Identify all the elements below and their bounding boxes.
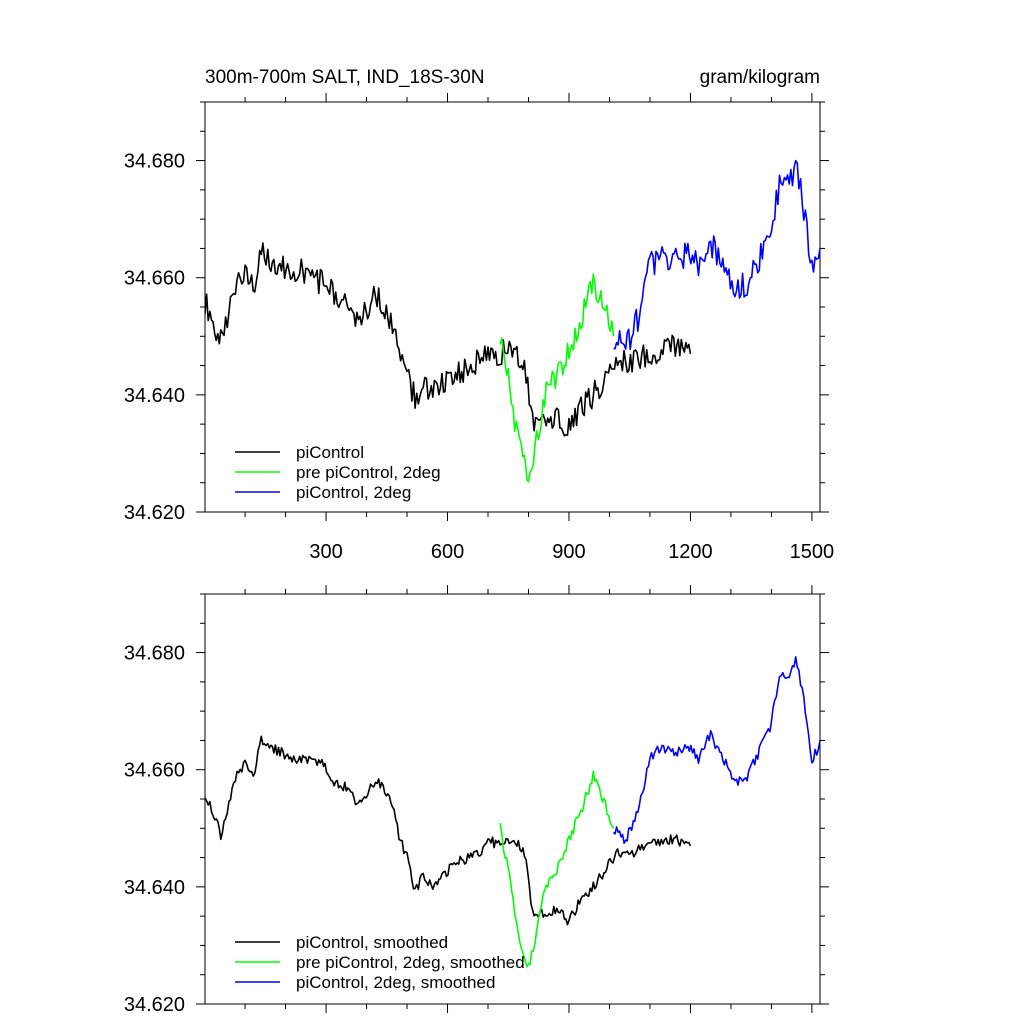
legend-label: pre piControl, 2deg, smoothed	[296, 953, 525, 972]
y-tick-label: 34.680	[124, 643, 185, 665]
x-tick-label: 1200	[668, 541, 713, 563]
series-line	[613, 159, 820, 351]
x-tick-label: 900	[552, 541, 585, 563]
legend-label: piControl, 2deg, smoothed	[296, 973, 495, 992]
y-tick-label: 34.660	[124, 268, 185, 290]
legend-label: piControl, smoothed	[296, 933, 448, 952]
y-tick-label: 34.640	[124, 877, 185, 899]
series-line	[205, 735, 692, 926]
units-label: gram/kilogram	[700, 67, 820, 88]
x-tick-label: 1500	[790, 541, 835, 563]
series-line	[612, 656, 820, 844]
chart-title: 300m-700m SALT, IND_18S-30N	[205, 67, 485, 88]
legend-label: piControl, 2deg	[296, 483, 411, 502]
legend-label: piControl	[296, 443, 364, 462]
series-line	[205, 242, 692, 437]
y-tick-label: 34.660	[124, 760, 185, 782]
legend-label: pre piControl, 2deg	[296, 463, 441, 482]
y-tick-label: 34.620	[124, 502, 185, 524]
smoothed-panel: 34.620 34.640 34.660 34.680 piControl, smoot…	[124, 585, 829, 1016]
x-tick-label: 600	[431, 541, 464, 563]
raw-panel: 34.620 34.640 34.660 34.680 300 600 900 1200 150…	[124, 67, 834, 563]
y-tick-label: 34.620	[124, 994, 185, 1016]
y-tick-label: 34.680	[124, 151, 185, 173]
series-line	[499, 273, 615, 483]
x-tick-label: 300	[309, 541, 342, 563]
series-line	[499, 770, 615, 968]
y-tick-label: 34.640	[124, 385, 185, 407]
